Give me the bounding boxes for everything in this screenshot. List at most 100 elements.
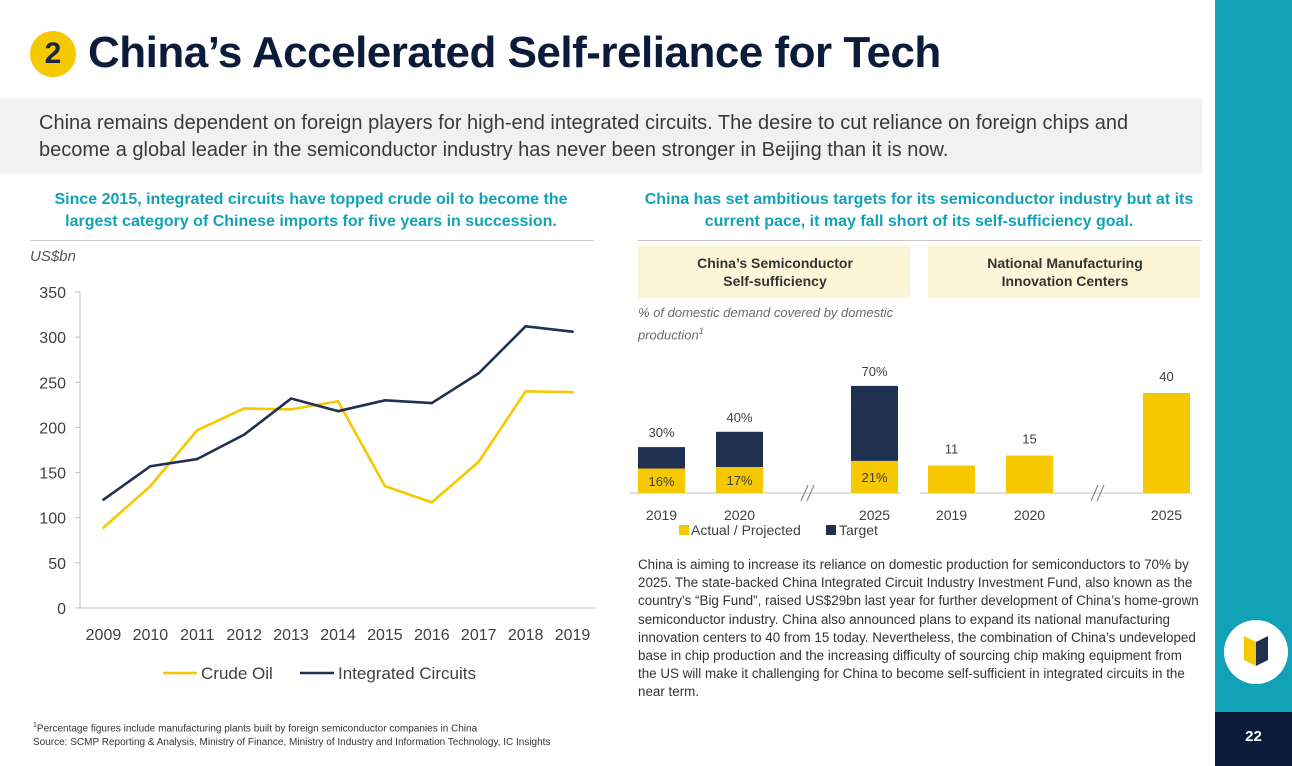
y-axis-units: US$bn [30,248,76,265]
axis-break-mark [1090,484,1099,502]
right-section-heading: China has set ambitious targets for its … [644,191,1194,230]
commentary-paragraph: China is aiming to increase its reliance… [638,557,1199,700]
data-point [289,408,293,411]
x-tick-label: 2019 [646,507,677,523]
y-tick-label: 100 [39,511,66,528]
bar-actual-label: 17% [726,473,752,488]
x-tick-label: 2009 [86,627,122,644]
bar-target [638,447,685,469]
bar-total-label: 30% [648,425,674,440]
left-heading-rule [30,240,594,241]
bar-value-label: 40 [1159,369,1173,384]
innovation-centers-bar-chart: 11 2019 15 2020 40 2025 [920,369,1192,523]
page-number: 22 [1245,728,1262,745]
y-tick-label: 150 [39,466,66,483]
x-tick-label: 2014 [320,627,356,644]
legend-label: Target [839,522,878,538]
data-point [571,390,574,394]
self-sufficiency-panel-title: China’s Semiconductor Self-sufficiency [697,255,853,289]
footnote-text: Percentage figures include manufacturing… [36,723,478,735]
self-sufficiency-note-text: % of domestic demand covered by domestic… [638,305,894,343]
logo [1224,620,1288,684]
legend-swatch [826,525,836,535]
footnote-marker: 1 [33,722,37,729]
data-point [289,397,293,400]
bar-total-label: 70% [861,364,887,379]
x-tick-label: 2017 [461,627,497,644]
y-tick-label: 200 [39,420,66,437]
self-sufficiency-note: % of domestic demand covered by domestic… [638,304,908,344]
data-point [383,484,387,488]
bar-target [716,431,763,467]
data-point [571,330,574,334]
data-point [477,460,481,464]
bar [1143,393,1190,493]
page-number-band [1215,712,1292,766]
page-title: China’s Accelerated Self-reliance for Te… [88,28,941,77]
x-tick-label: 2010 [133,627,169,644]
data-point [102,498,105,501]
x-tick-label: 2019 [936,507,967,523]
data-point [430,501,434,504]
intro-text: China remains dependent on foreign playe… [39,112,1129,161]
axis-break-mark [1096,484,1105,502]
data-point [524,390,527,393]
data-point [242,407,246,410]
data-point [336,399,340,403]
footnote: 1Percentage figures include manufacturin… [33,722,477,734]
x-tick-label: 2020 [1014,507,1045,523]
x-tick-label: 2016 [414,627,450,644]
series-line [102,325,573,501]
bar-actual [716,466,763,493]
legend-label: Actual / Projected [691,522,801,538]
data-point [195,457,199,461]
axis-break-mark [800,484,809,502]
x-tick-label: 2020 [724,507,755,523]
x-tick-label: 2025 [859,507,890,523]
logo-mark-icon [1244,636,1268,666]
bar-actual [638,468,685,493]
bar-total-label: 40% [726,410,752,425]
x-tick-label: 2019 [555,627,591,644]
x-tick-label: 2018 [508,627,544,644]
bar-value-label: 11 [945,442,959,457]
axis-break-mark [806,484,815,502]
legend-swatch [679,525,689,535]
x-tick-label: 2012 [226,627,262,644]
bar-actual-label: 21% [861,470,887,485]
data-point [336,409,340,413]
x-tick-label: 2013 [273,627,309,644]
innovation-centers-panel-title: National Manufacturing Innovation Center… [987,255,1143,289]
data-point [149,484,152,488]
legend-label: Crude Oil [201,664,273,683]
left-section-heading: Since 2015, integrated circuits have top… [54,191,568,230]
data-point [383,399,387,402]
self-sufficiency-panel-header [638,246,910,298]
y-tick-label: 350 [39,285,66,302]
data-point [102,526,105,529]
bar [928,465,975,493]
y-tick-label: 250 [39,375,66,392]
y-tick-label: 0 [57,601,66,618]
data-point [524,325,527,328]
data-point [149,464,152,468]
y-tick-label: 300 [39,330,66,347]
imports-line-chart: 0 50 100 150 200 250 300 350 2009 2010 2011 2012 201… [39,285,596,683]
bar-target [851,385,898,461]
legend-label: Integrated Circuits [338,664,476,683]
innovation-centers-panel-header [928,246,1200,298]
x-tick-label: 2011 [180,627,215,644]
right-heading-rule [638,240,1202,241]
x-tick-label: 2015 [367,627,403,644]
data-point [195,428,199,432]
bar-value-label: 15 [1022,432,1036,447]
bar-actual [851,460,898,493]
data-point [430,401,434,405]
section-number-badge: 2 [30,31,76,77]
intro-box [0,98,1202,174]
source-note: Source: SCMP Reporting & Analysis, Minis… [33,737,551,748]
self-sufficiency-bar-chart: 16% 30% 2019 17% 40% 2020 21% 70% 2025 Actual / P… [630,364,900,538]
bar-actual-label: 16% [648,474,674,489]
bar [1006,455,1053,493]
data-point [242,433,246,436]
